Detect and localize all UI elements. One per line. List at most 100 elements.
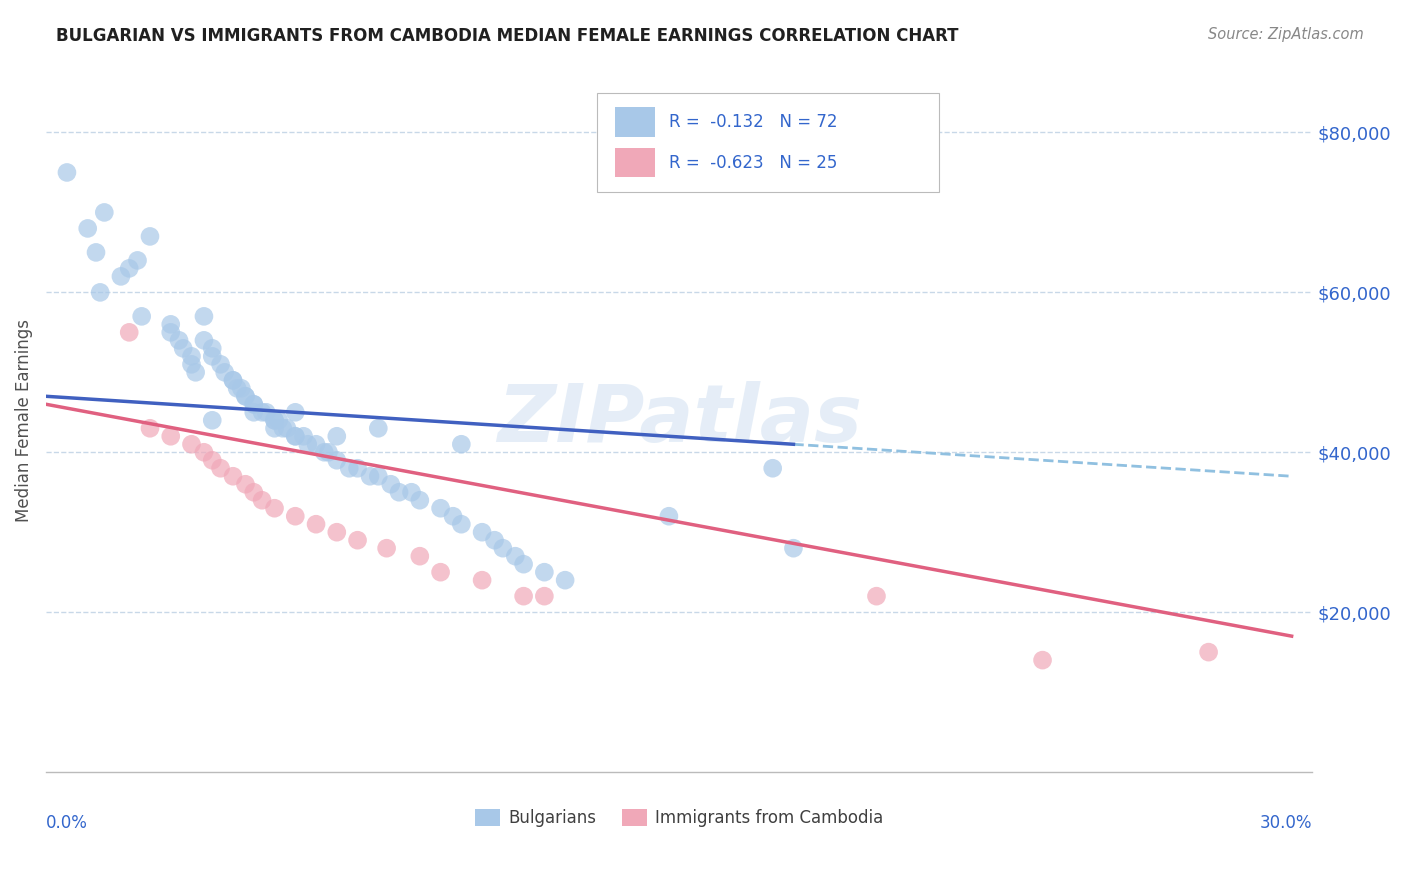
Point (326, 429, 349, 443)
FancyBboxPatch shape (614, 108, 655, 137)
Point (201, 349, 224, 363)
Point (209, 461, 232, 475)
Point (263, 413, 285, 427)
Point (172, 342, 194, 356)
Point (409, 493, 432, 508)
Point (263, 421, 285, 435)
Point (89, 285, 111, 300)
Point (180, 357, 202, 371)
Point (865, 589, 887, 603)
Point (450, 517, 472, 532)
Point (201, 342, 224, 356)
Point (429, 565, 451, 579)
Point (201, 413, 224, 427)
FancyBboxPatch shape (614, 148, 655, 178)
Text: ZIPatlas: ZIPatlas (496, 381, 862, 459)
Point (159, 429, 181, 443)
Point (222, 373, 245, 387)
Point (263, 501, 285, 516)
Point (222, 469, 245, 483)
Point (367, 421, 389, 435)
Point (512, 589, 534, 603)
Point (401, 485, 423, 500)
Point (305, 517, 328, 532)
Point (429, 501, 451, 516)
Legend: Bulgarians, Immigrants from Cambodia: Bulgarians, Immigrants from Cambodia (468, 803, 890, 834)
Y-axis label: Median Female Earnings: Median Female Earnings (15, 318, 32, 522)
Point (337, 461, 360, 475)
Point (131, 310, 153, 324)
Point (1031, 653, 1053, 667)
Text: Source: ZipAtlas.com: Source: ZipAtlas.com (1208, 27, 1364, 42)
Point (484, 533, 506, 548)
Point (242, 397, 264, 411)
Point (226, 381, 249, 395)
Point (201, 453, 224, 467)
Point (1198, 645, 1220, 659)
Point (222, 373, 245, 387)
Point (782, 541, 804, 556)
Point (167, 334, 190, 348)
Point (159, 318, 181, 332)
Point (193, 310, 215, 324)
Point (375, 541, 398, 556)
Point (110, 269, 132, 284)
Point (118, 261, 141, 276)
Point (305, 437, 328, 451)
Point (512, 557, 534, 571)
Point (139, 229, 162, 244)
Point (209, 357, 232, 371)
Point (318, 445, 340, 459)
Point (471, 573, 494, 587)
Point (193, 334, 215, 348)
Point (180, 437, 202, 451)
Point (346, 461, 368, 475)
Point (235, 389, 257, 403)
Point (93, 205, 115, 219)
Point (380, 477, 402, 491)
Point (284, 429, 307, 443)
Point (326, 453, 349, 467)
Point (292, 429, 315, 443)
Point (250, 405, 273, 419)
Point (263, 413, 285, 427)
Point (471, 525, 494, 540)
Point (658, 509, 681, 524)
Point (492, 541, 515, 556)
Point (450, 437, 472, 451)
Point (235, 477, 257, 491)
Point (326, 525, 349, 540)
Point (235, 389, 257, 403)
Point (346, 533, 368, 548)
Point (56, 165, 79, 179)
FancyBboxPatch shape (598, 93, 939, 192)
Point (267, 413, 290, 427)
Point (441, 509, 464, 524)
Point (388, 485, 411, 500)
Point (254, 405, 277, 419)
Text: 0.0%: 0.0% (46, 814, 89, 832)
Point (127, 253, 149, 268)
Point (242, 397, 264, 411)
Point (242, 405, 264, 419)
Point (193, 445, 215, 459)
Text: BULGARIAN VS IMMIGRANTS FROM CAMBODIA MEDIAN FEMALE EARNINGS CORRELATION CHART: BULGARIAN VS IMMIGRANTS FROM CAMBODIA ME… (56, 27, 959, 45)
Point (284, 509, 307, 524)
Point (359, 469, 381, 483)
Point (409, 549, 432, 564)
Text: 30.0%: 30.0% (1260, 814, 1312, 832)
Point (84, 245, 107, 260)
Point (214, 365, 236, 379)
Point (284, 405, 307, 419)
Point (297, 437, 319, 451)
Point (533, 589, 555, 603)
Text: R =  -0.623   N = 25: R = -0.623 N = 25 (669, 153, 838, 171)
Point (367, 469, 389, 483)
Point (505, 549, 527, 564)
Point (139, 421, 162, 435)
Point (276, 421, 298, 435)
Point (554, 573, 576, 587)
Point (762, 461, 785, 475)
Point (271, 421, 294, 435)
Point (284, 429, 307, 443)
